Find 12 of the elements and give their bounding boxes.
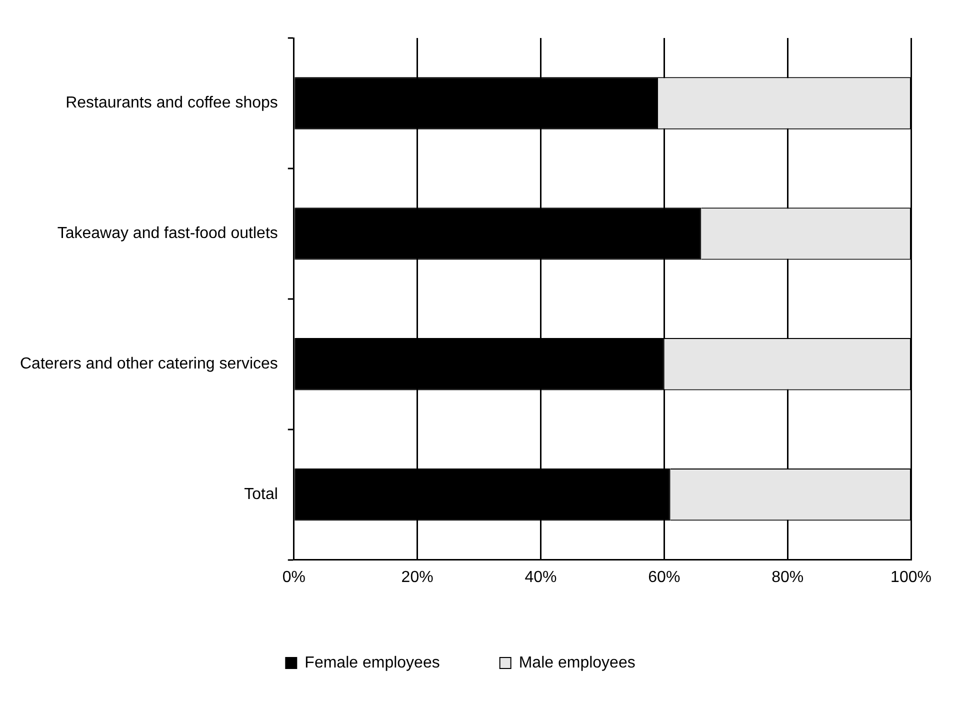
y-tick-label: Takeaway and fast-food outlets (57, 225, 278, 242)
x-tick-label: 40% (524, 568, 557, 586)
y-tick-label: Total (244, 486, 278, 503)
x-tick-label: 0% (282, 568, 306, 586)
legend-label: Male employees (518, 654, 636, 672)
x-tick-label: 80% (772, 568, 804, 586)
y-tick-label: Restaurants and coffee shops (66, 94, 278, 112)
x-tick-label: 20% (401, 568, 434, 586)
y-tick-label: Caterers and other catering services (20, 356, 278, 373)
x-tick-label: 60% (648, 568, 680, 586)
x-tick-label: 100% (890, 568, 932, 586)
legend-label: Female employees (304, 654, 440, 672)
